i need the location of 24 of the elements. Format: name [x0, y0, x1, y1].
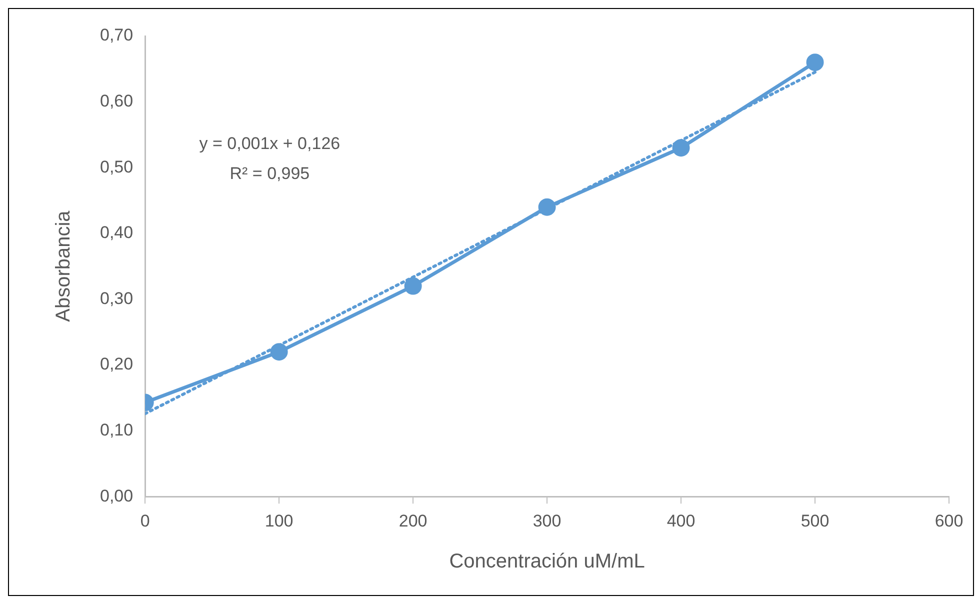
- point: [806, 54, 824, 72]
- point: [270, 343, 288, 361]
- y-tick-label: 0,30: [100, 288, 134, 308]
- point: [672, 139, 690, 157]
- x-axis-title: Concentración uM/mL: [449, 550, 645, 573]
- x-tick-label: 0: [140, 511, 150, 530]
- y-tick-label: 0,10: [100, 420, 134, 440]
- annotation: R² = 0,995: [230, 164, 310, 183]
- y-tick-label: 0,20: [100, 354, 134, 374]
- point: [538, 198, 556, 216]
- x-tick-label: 600: [934, 511, 964, 530]
- x-tick-label: 500: [800, 511, 830, 530]
- y-tick-label: 0,40: [100, 223, 134, 242]
- x-tick-label: 400: [666, 511, 696, 530]
- x-tick-label: 200: [398, 511, 428, 530]
- point: [404, 277, 422, 295]
- y-tick-label: 0,60: [100, 91, 134, 110]
- annotation: y = 0,001x + 0,126: [199, 134, 340, 153]
- y-axis-title: Absorbancia: [52, 210, 75, 322]
- y-tick-label: 0,00: [100, 486, 134, 506]
- x-tick-label: 300: [532, 511, 562, 530]
- y-tick-label: 0,50: [100, 157, 134, 176]
- y-tick-label: 0,70: [100, 26, 134, 45]
- x-tick-label: 100: [264, 511, 294, 530]
